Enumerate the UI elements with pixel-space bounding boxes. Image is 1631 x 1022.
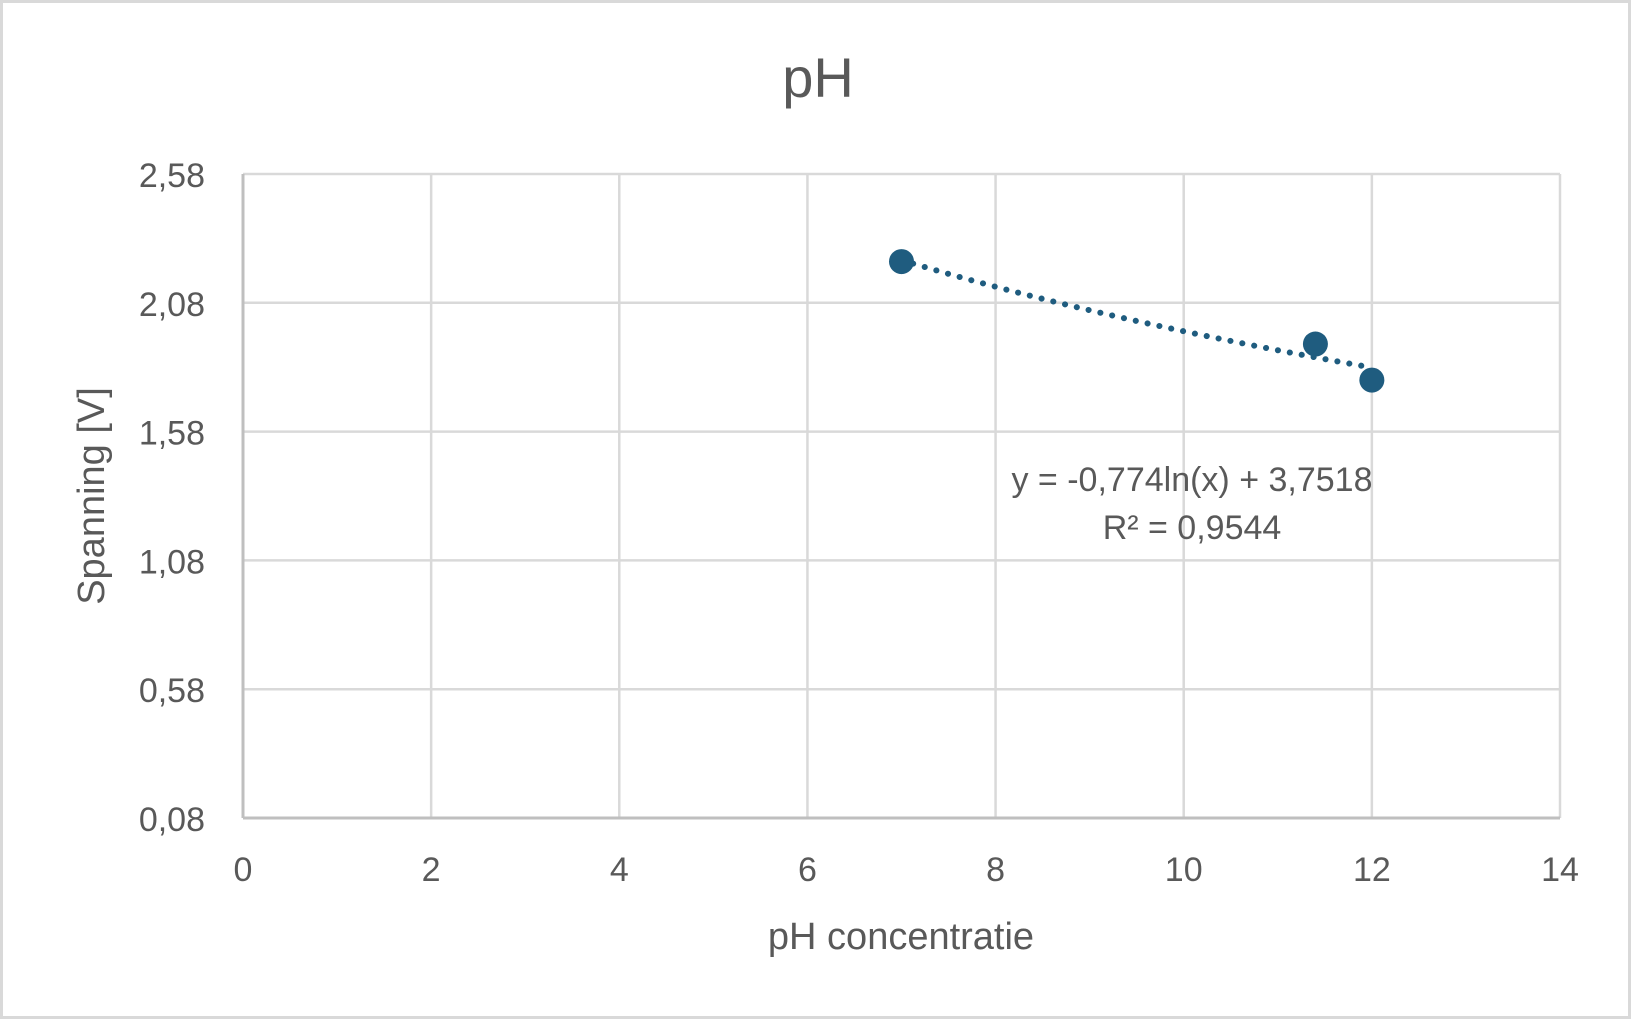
x-tick-label: 0 (234, 851, 253, 889)
y-tick-label: 2,58 (139, 157, 205, 195)
trendline (898, 257, 1375, 371)
data-point (1359, 367, 1385, 393)
data-point (1302, 331, 1328, 357)
y-tick-label: 0,08 (139, 801, 205, 839)
trendline-layer (898, 257, 1375, 371)
y-tick-label: 0,58 (139, 672, 205, 710)
scatter-chart: 0,08 0,58 1,08 1,58 2,08 2,58 0 2 4 6 8 10 12 14 pH p… (71, 46, 1579, 958)
axes: 0,08 0,58 1,08 1,58 2,08 2,58 0 2 4 6 8 10 12 14 (139, 157, 1579, 889)
x-axis-label: pH concentratie (768, 916, 1034, 958)
y-tick-label: 2,08 (139, 286, 205, 324)
y-tick-label: 1,58 (139, 415, 205, 453)
x-tick-label: 8 (986, 851, 1005, 889)
labels: pH pH concentratie Spanning [V] y = -0,7… (71, 46, 1373, 958)
chart-title: pH (782, 46, 854, 109)
y-axis-label: Spanning [V] (71, 387, 113, 605)
x-tick-label: 14 (1541, 851, 1579, 889)
x-tick-label: 12 (1353, 851, 1391, 889)
data-point (889, 249, 914, 275)
y-tick-label: 1,08 (139, 543, 205, 581)
data-points (889, 249, 1385, 393)
x-tick-label: 4 (610, 851, 629, 889)
x-tick-label: 6 (798, 851, 817, 889)
gridlines (243, 172, 1562, 818)
trendline-equation: y = -0,774ln(x) + 3,7518 (1011, 461, 1372, 499)
x-tick-label: 2 (422, 851, 441, 889)
x-tick-label: 10 (1165, 851, 1203, 889)
trendline-r-squared: R² = 0,9544 (1103, 509, 1282, 547)
